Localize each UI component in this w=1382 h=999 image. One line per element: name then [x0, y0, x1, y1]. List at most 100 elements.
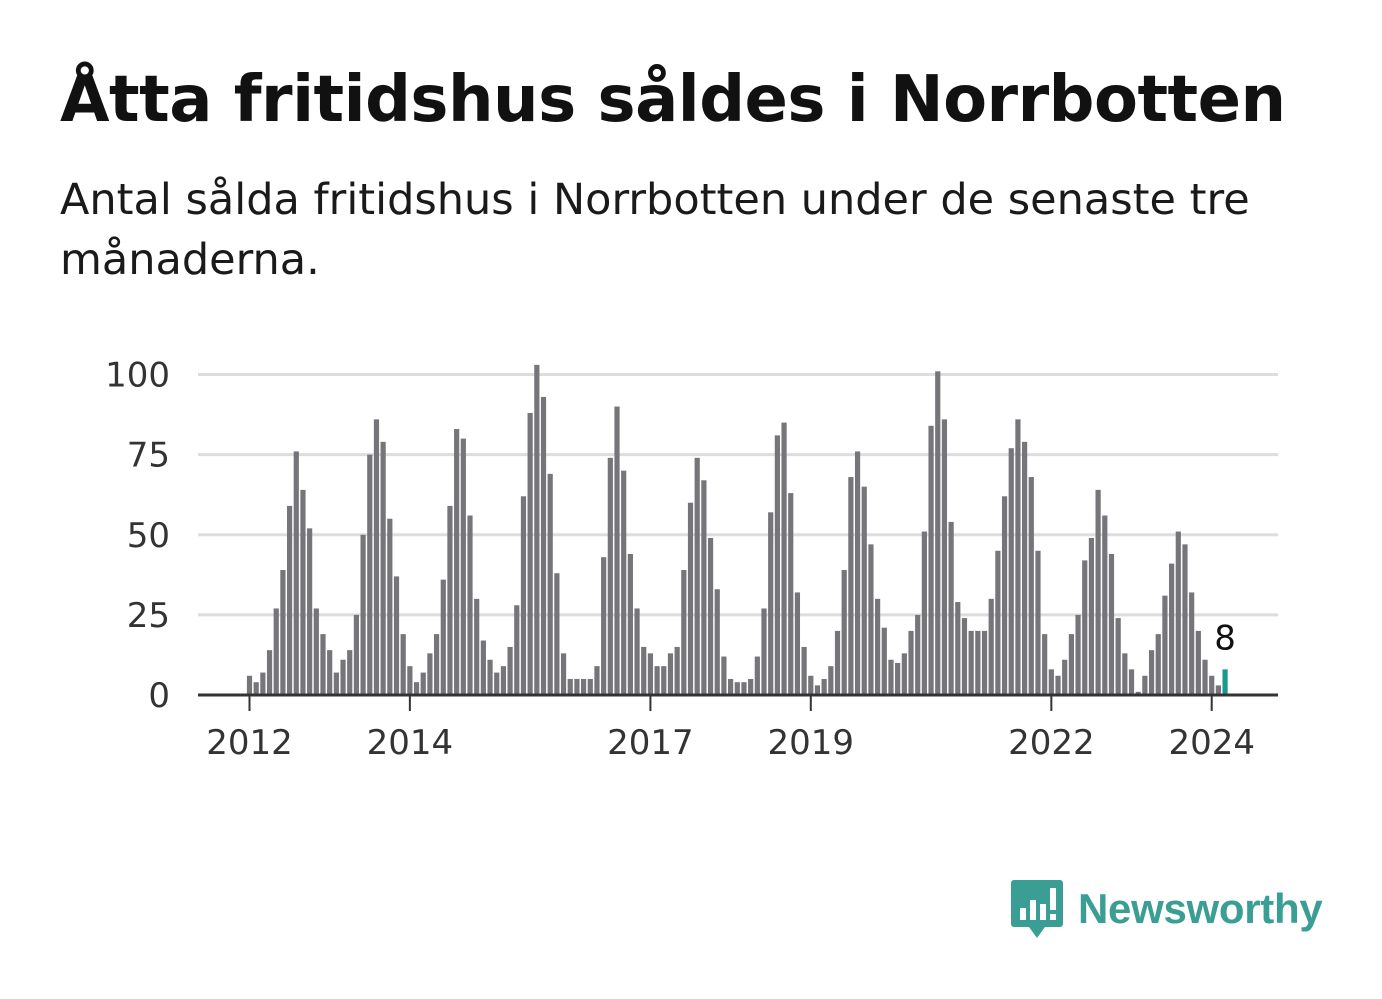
chart-subtitle: Antal sålda fritidshus i Norrbotten unde…: [60, 175, 1250, 285]
bar: [560, 653, 567, 695]
bar: [1022, 441, 1028, 695]
bar: [721, 656, 727, 695]
bar: [761, 608, 767, 695]
bar: [1035, 550, 1041, 695]
bar: [647, 653, 654, 695]
bar: [728, 678, 734, 695]
bar: [908, 630, 914, 695]
bar: [494, 672, 500, 696]
bar: [440, 579, 446, 695]
bar: [1075, 614, 1081, 696]
bar: [814, 685, 821, 695]
x-tick-label: 2014: [367, 723, 454, 763]
bar: [340, 659, 346, 696]
bar: [460, 438, 466, 695]
bar: [808, 675, 814, 695]
x-tick-label: 2017: [607, 723, 694, 763]
bar: [507, 646, 513, 695]
bar: [587, 678, 593, 695]
bar: [387, 518, 393, 696]
bar: [554, 573, 560, 695]
bar: [1115, 618, 1121, 695]
bar: [1162, 595, 1168, 695]
bar: [1088, 537, 1095, 695]
bar: [1202, 659, 1208, 696]
bar: [935, 371, 941, 695]
bar: [500, 666, 507, 695]
bars: 8: [246, 364, 1236, 696]
bar: [367, 454, 373, 696]
bar: [995, 550, 1001, 695]
bar: [741, 682, 747, 695]
bar: [928, 425, 934, 695]
bar: [975, 630, 981, 695]
y-tick-label: 75: [127, 436, 170, 476]
bar: [821, 678, 827, 695]
bar: [848, 477, 854, 695]
bar: [734, 682, 740, 695]
bar: [1108, 553, 1115, 695]
bar: [273, 608, 279, 695]
bar: [527, 412, 533, 695]
bar: [1142, 675, 1148, 695]
bar: [347, 650, 353, 695]
bar: [520, 496, 527, 695]
bar: [988, 598, 994, 695]
bar-chart: 0 25 50 75 100 8 2012 2014 2017 2019 2022 2024: [105, 356, 1278, 763]
newsworthy-logo: Newsworthy: [1010, 878, 1323, 940]
x-tick-label: 2019: [768, 723, 855, 763]
bar: [1055, 675, 1061, 695]
bar: [487, 659, 493, 696]
bar: [480, 640, 486, 695]
bar: [888, 659, 894, 696]
bar: [400, 634, 406, 696]
bar: [434, 634, 440, 696]
bar: [333, 672, 339, 696]
bar: [861, 486, 867, 695]
chart-title: Åtta fritidshus såldes i Norrbotten: [60, 63, 1286, 137]
bar: [667, 653, 674, 695]
bar: [921, 531, 927, 695]
bar: [360, 534, 366, 695]
bar: [1048, 669, 1054, 695]
bar: [594, 666, 600, 695]
bar: [393, 576, 400, 695]
bar: [293, 451, 299, 695]
bar: [707, 537, 714, 695]
bar: [574, 678, 580, 695]
y-tick-label: 25: [127, 596, 170, 636]
y-tick-label: 100: [105, 356, 170, 396]
bar: [454, 428, 460, 695]
bar: [1128, 669, 1135, 695]
bar: [661, 666, 667, 695]
bar: [567, 678, 573, 695]
bar: [1195, 630, 1201, 695]
bar: [794, 592, 801, 695]
bar: [621, 470, 627, 695]
bar: [1182, 544, 1188, 695]
bar: [1028, 477, 1034, 695]
bar: [601, 557, 607, 695]
bar: [427, 653, 433, 695]
bar: [1042, 634, 1048, 696]
bar: [841, 570, 847, 695]
bar: [320, 634, 326, 696]
bar: [313, 608, 319, 695]
bar: [1001, 496, 1008, 695]
bar: [260, 672, 266, 696]
bar: [681, 570, 687, 695]
bar: [955, 602, 961, 695]
bar: [875, 598, 881, 695]
bar: [474, 598, 480, 695]
bar: [981, 630, 988, 695]
x-tick-label: 2022: [1008, 723, 1095, 763]
bar: [380, 441, 386, 695]
bar: [514, 605, 520, 695]
bar: [246, 675, 253, 695]
bar: [447, 505, 453, 695]
bar: [748, 678, 754, 695]
bar: [901, 653, 907, 695]
bar: [581, 678, 587, 695]
bar: [307, 528, 313, 695]
bar: [854, 451, 861, 695]
